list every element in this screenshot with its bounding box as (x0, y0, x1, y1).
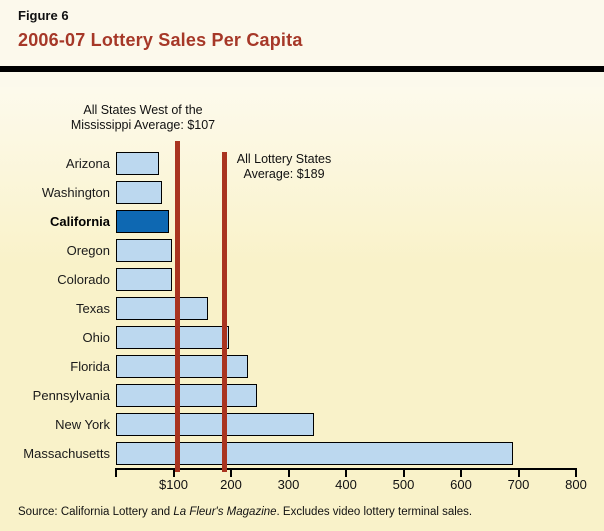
axis-tick (517, 469, 520, 477)
bar (116, 355, 249, 378)
bar-label: Arizona (65, 156, 110, 171)
axis-tick (345, 469, 347, 477)
source-text: Source: California Lottery and (18, 506, 174, 518)
source-note: Source: California Lottery and La Fleur'… (18, 506, 472, 518)
bar (116, 268, 172, 291)
axis-tick-label: 700 (507, 477, 530, 492)
axis-tick (287, 469, 290, 477)
header-divider (0, 66, 604, 72)
bar-label: New York (55, 417, 110, 432)
axis-tick-label: 400 (335, 477, 357, 492)
bar-label: Ohio (82, 330, 110, 345)
bar (116, 326, 230, 349)
source-text-suffix: . Excludes video lottery terminal sales. (276, 506, 473, 518)
bar (116, 239, 172, 262)
axis-tick (115, 469, 117, 477)
bar (116, 442, 513, 465)
reference-line (175, 141, 181, 472)
axis-tick-label: 800 (565, 477, 587, 492)
figure-label: Figure 6 (18, 8, 69, 23)
axis-tick-label: 500 (392, 477, 415, 492)
reference-label-west-line1: All States West of the (83, 103, 203, 117)
axis-tick-label: $100 (159, 477, 188, 492)
bar (116, 210, 169, 233)
reference-label-all-line2: Average: $189 (243, 167, 325, 181)
reference-label-all-states: All Lottery States Average: $189 (228, 152, 340, 182)
bar (116, 152, 160, 175)
reference-label-all-line1: All Lottery States (236, 152, 332, 166)
reference-line (222, 152, 228, 472)
bar (116, 297, 208, 320)
reference-label-west-line2: Mississippi Average: $107 (70, 118, 216, 132)
axis-tick (230, 469, 232, 477)
axis-tick (460, 469, 462, 477)
axis-tick-label: 300 (277, 477, 300, 492)
bar-label: Oregon (66, 243, 110, 258)
bar-label: Pennsylvania (32, 388, 110, 403)
source-magazine-name: La Fleur's Magazine (173, 506, 277, 518)
bar-label: Colorado (57, 272, 110, 287)
bar (116, 384, 257, 407)
axis-tick (402, 469, 405, 477)
bar (116, 413, 315, 436)
reference-label-west: All States West of the Mississippi Avera… (43, 103, 243, 133)
axis-tick-label: 600 (450, 477, 472, 492)
axis-tick (172, 469, 175, 477)
bar-label: California (50, 214, 110, 229)
axis-tick (575, 469, 577, 477)
bar-label: Washington (41, 185, 110, 200)
page-title: 2006-07 Lottery Sales Per Capita (18, 30, 303, 50)
bar-label: Massachusetts (23, 446, 110, 461)
bar-label: Texas (76, 301, 110, 316)
bar (116, 181, 162, 204)
bar-label: Florida (70, 359, 110, 374)
axis-tick-label: 200 (220, 477, 242, 492)
